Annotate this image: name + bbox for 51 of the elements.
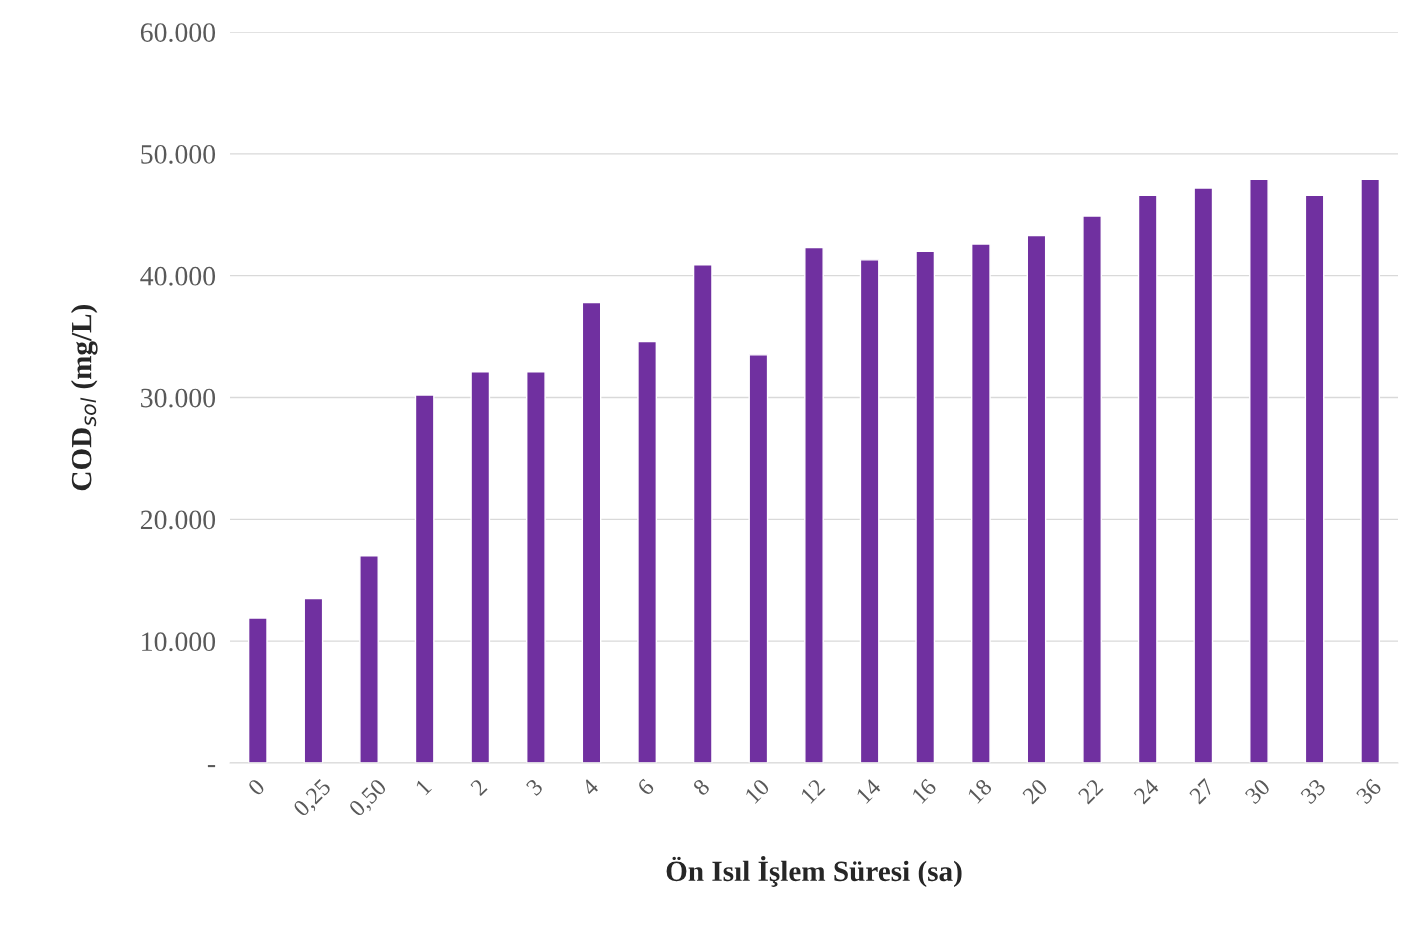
bar bbox=[804, 246, 824, 763]
x-tick-label: 4 bbox=[580, 777, 600, 797]
y-tick-label: 50.000 bbox=[141, 145, 216, 164]
bar bbox=[526, 371, 546, 763]
x-tick-label: 33 bbox=[1299, 778, 1327, 805]
x-tick-label: 1 bbox=[414, 778, 432, 796]
x-tick-label: 14 bbox=[855, 777, 882, 804]
x-tick-label: 12 bbox=[800, 778, 826, 804]
bar bbox=[970, 243, 991, 763]
bar bbox=[470, 371, 491, 763]
x-tick-label: 20 bbox=[1021, 778, 1049, 805]
x-tick-label: 8 bbox=[692, 778, 711, 797]
bar bbox=[692, 264, 713, 763]
x-tick-label: 3 bbox=[525, 778, 544, 797]
y-tick-label: 10.000 bbox=[142, 632, 216, 652]
bar bbox=[359, 555, 379, 763]
bar bbox=[1193, 187, 1214, 763]
x-tick-label: 0 bbox=[247, 778, 266, 797]
y-tick-label: - bbox=[207, 765, 216, 768]
bar bbox=[1249, 178, 1269, 763]
x-tick-label: 24 bbox=[1133, 777, 1160, 805]
bar bbox=[303, 597, 324, 763]
x-tick-label: 0,25 bbox=[292, 778, 334, 820]
bar bbox=[637, 340, 658, 763]
y-tick-label: 20.000 bbox=[140, 510, 216, 530]
bar bbox=[859, 259, 880, 763]
bar bbox=[1137, 194, 1158, 763]
bar bbox=[1360, 178, 1381, 763]
bar bbox=[1082, 215, 1102, 763]
x-tick-label: 0,50 bbox=[347, 778, 390, 820]
y-tick-label: 40.000 bbox=[140, 266, 216, 286]
bar bbox=[915, 250, 936, 763]
x-tick-label: 27 bbox=[1188, 777, 1216, 805]
x-tick-label: 10 bbox=[744, 778, 771, 804]
x-tick-label: 22 bbox=[1077, 778, 1104, 805]
x-tick-label: 18 bbox=[966, 778, 993, 804]
bar bbox=[748, 354, 769, 763]
x-tick-label: 30 bbox=[1244, 778, 1271, 805]
x-tick-label: 6 bbox=[636, 777, 655, 797]
y-axis-title: COD$_{sol}$ (mg/L) bbox=[70, 305, 98, 491]
x-axis-title: Ön Isıl İşlem Süresi (sa) bbox=[666, 855, 962, 888]
y-tick-label: 30.000 bbox=[141, 388, 216, 408]
x-tick-label: 2 bbox=[469, 778, 488, 797]
bar bbox=[1026, 234, 1047, 763]
bar bbox=[581, 301, 602, 763]
x-tick-label: 16 bbox=[911, 777, 938, 804]
bar bbox=[247, 617, 268, 763]
y-tick-label: 60.000 bbox=[140, 23, 216, 43]
x-tick-label: 36 bbox=[1355, 777, 1383, 805]
bar bbox=[1304, 194, 1325, 763]
bar bbox=[414, 394, 435, 763]
